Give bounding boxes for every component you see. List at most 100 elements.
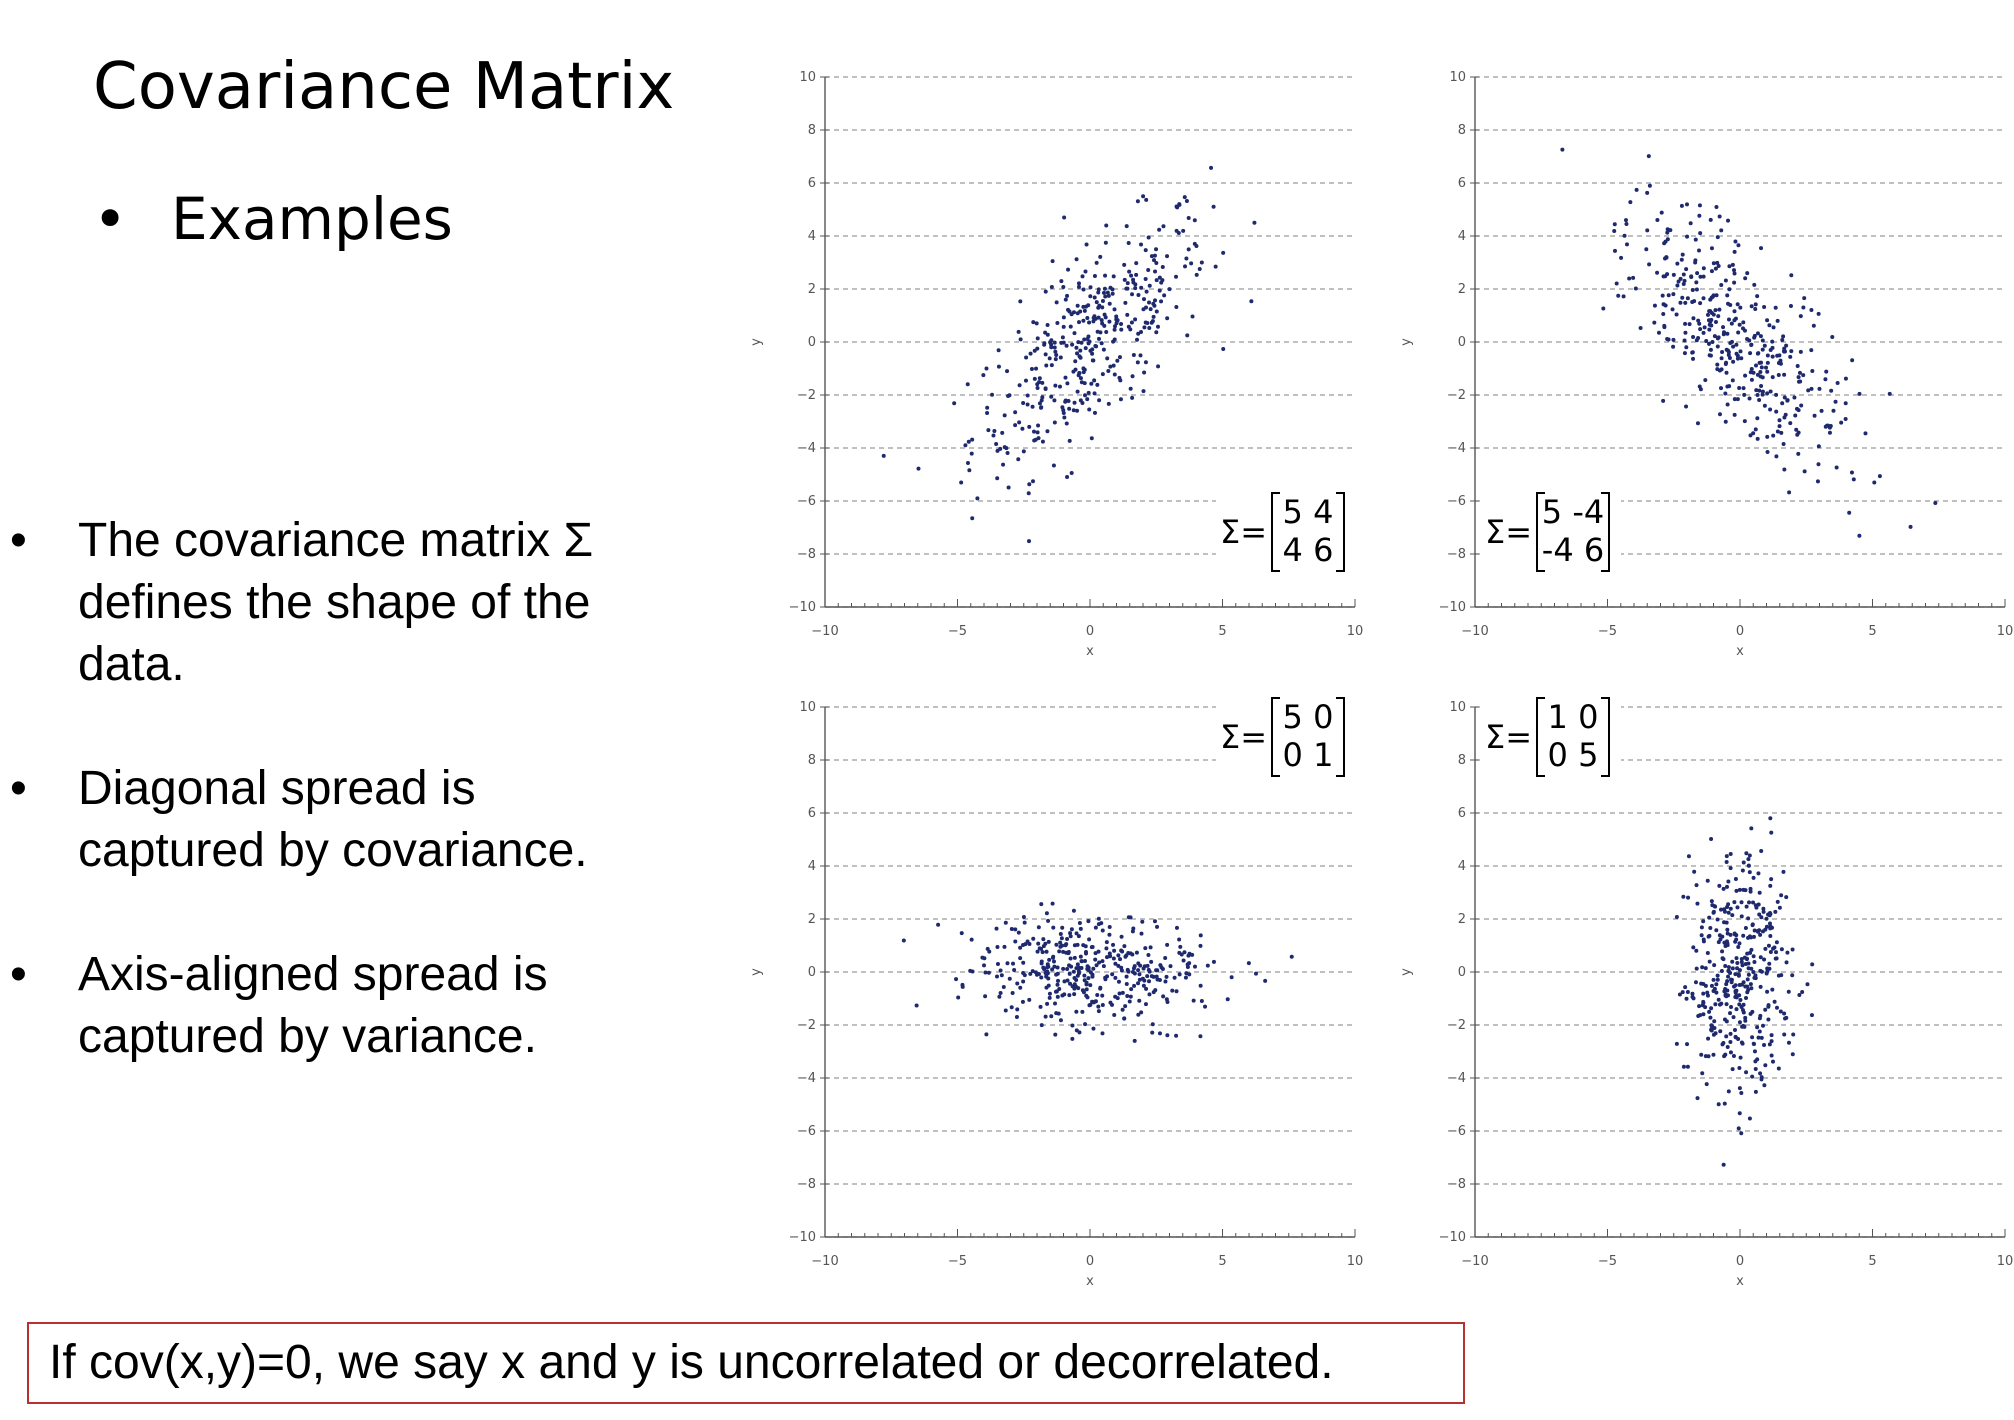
data-point (1634, 187, 1639, 192)
data-point (1697, 1004, 1702, 1009)
data-point (1088, 1002, 1093, 1007)
data-point (1137, 977, 1142, 982)
data-point (1094, 963, 1099, 968)
data-point (1715, 973, 1720, 978)
data-point (1687, 322, 1692, 327)
data-point (1136, 1012, 1141, 1017)
data-point (1735, 302, 1740, 307)
data-point (1796, 375, 1801, 380)
data-point (1698, 327, 1703, 332)
data-point (994, 442, 999, 447)
data-point (1746, 863, 1751, 868)
data-point (1040, 439, 1045, 444)
data-point (995, 961, 1000, 966)
data-point (1091, 966, 1096, 971)
data-point (1760, 392, 1765, 397)
data-point (1138, 353, 1143, 358)
data-point (1707, 341, 1712, 346)
data-point (1697, 203, 1702, 208)
data-point (1762, 1043, 1767, 1048)
data-point (1668, 228, 1673, 233)
data-point (1154, 309, 1159, 314)
data-point (1757, 912, 1762, 917)
x-tick-label: −5 (1598, 1254, 1617, 1269)
data-point (1116, 963, 1121, 968)
data-point (1725, 402, 1730, 407)
data-point (1051, 959, 1056, 964)
data-point (1083, 346, 1088, 351)
sigma-symbol: Σ= (1220, 513, 1267, 551)
data-point (1748, 351, 1753, 356)
data-point (1659, 210, 1664, 215)
data-point (1096, 916, 1101, 921)
sigma-symbol: Σ= (1485, 718, 1532, 756)
data-point (1079, 959, 1084, 964)
data-point (1757, 388, 1762, 393)
data-point (1739, 957, 1744, 962)
data-point (1184, 256, 1189, 261)
data-point (1685, 990, 1690, 995)
data-point (1682, 278, 1687, 283)
data-point (1100, 321, 1105, 326)
data-point (1697, 248, 1702, 253)
data-point (1779, 947, 1784, 952)
data-point (1701, 991, 1706, 996)
data-point (1039, 398, 1044, 403)
data-point (1139, 285, 1144, 290)
data-point (1752, 1049, 1757, 1054)
data-point (1726, 317, 1731, 322)
data-point (1090, 351, 1095, 356)
data-point (1689, 275, 1694, 280)
data-point (1042, 342, 1047, 347)
data-point (1183, 975, 1188, 980)
data-point (1006, 485, 1011, 490)
y-tick-label: −2 (1447, 1018, 1466, 1033)
y-tick-label: 6 (1458, 176, 1466, 191)
data-point (1723, 391, 1728, 396)
data-point (1030, 969, 1035, 974)
data-point (1087, 320, 1092, 325)
data-point (1013, 927, 1018, 932)
data-point (1718, 937, 1723, 942)
data-point (1772, 999, 1777, 1004)
y-tick-label: −10 (789, 1230, 816, 1245)
data-point (1141, 983, 1146, 988)
data-point (1788, 303, 1793, 308)
data-point (1013, 423, 1018, 428)
data-point (959, 480, 964, 485)
data-point (1670, 307, 1675, 312)
y-tick-label: −4 (1447, 1071, 1466, 1086)
data-point (1087, 407, 1092, 412)
data-point (1778, 358, 1783, 363)
data-point (1101, 347, 1106, 352)
data-point (1105, 356, 1110, 361)
data-point (1785, 950, 1790, 955)
data-point (1694, 948, 1699, 953)
data-point (1065, 966, 1070, 971)
data-point (1083, 1022, 1088, 1027)
data-point (1740, 963, 1745, 968)
data-point (1060, 993, 1065, 998)
data-point (996, 348, 1001, 353)
data-point (1086, 976, 1091, 981)
data-point (1735, 961, 1740, 966)
data-point (1776, 973, 1781, 978)
data-point (1149, 254, 1154, 259)
data-point (1638, 326, 1643, 331)
data-point (1710, 340, 1715, 345)
x-tick-label: −10 (811, 1254, 838, 1269)
data-point (1046, 976, 1051, 981)
data-point (1802, 469, 1807, 474)
data-point (1767, 961, 1772, 966)
data-point (1719, 1001, 1724, 1006)
data-point (1021, 960, 1026, 965)
sigma-matrix-annotation: Σ= 5 00 1 (1216, 692, 1356, 780)
data-point (1051, 925, 1056, 930)
data-point (1698, 1013, 1703, 1018)
data-point (1098, 254, 1103, 259)
data-point (1887, 391, 1892, 396)
data-point (1701, 330, 1706, 335)
data-point (1009, 926, 1014, 931)
data-point (1665, 272, 1670, 277)
data-point (1784, 343, 1789, 348)
